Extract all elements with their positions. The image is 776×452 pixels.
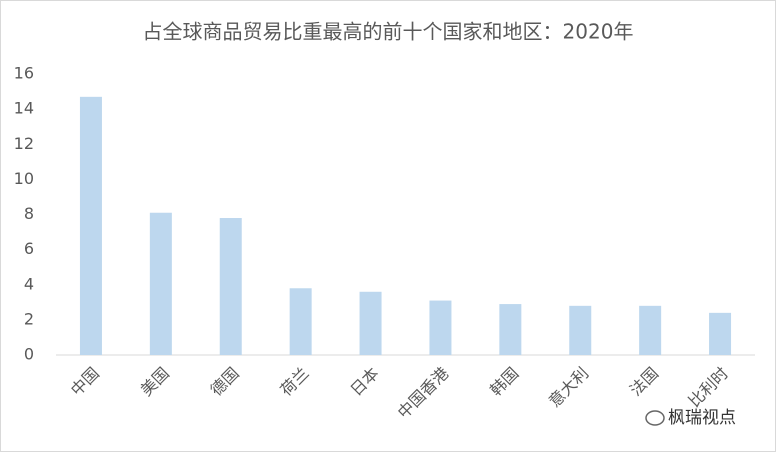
y-tick-label: 12: [14, 134, 34, 153]
watermark: 枫瑞视点: [668, 408, 736, 428]
bar: [149, 212, 172, 355]
bar: [359, 291, 382, 355]
bar: [569, 305, 592, 355]
y-tick-label: 2: [24, 309, 34, 328]
bar: [499, 304, 522, 355]
y-tick-label: 4: [24, 274, 34, 293]
bar: [709, 312, 732, 355]
y-tick-label: 8: [24, 204, 34, 223]
y-tick-label: 16: [14, 64, 34, 83]
bar: [289, 288, 312, 355]
y-tick-label: 6: [24, 239, 34, 258]
y-tick-label: 10: [14, 169, 34, 188]
bar: [429, 300, 452, 355]
y-tick-label: 0: [24, 345, 34, 364]
chart-title: 占全球商品贸易比重最高的前十个国家和地区：2020年: [143, 20, 634, 44]
watermark-icon: [645, 410, 665, 426]
bar: [79, 96, 102, 356]
bar: [219, 218, 242, 355]
y-tick-label: 14: [14, 99, 34, 118]
bar: [639, 305, 662, 355]
